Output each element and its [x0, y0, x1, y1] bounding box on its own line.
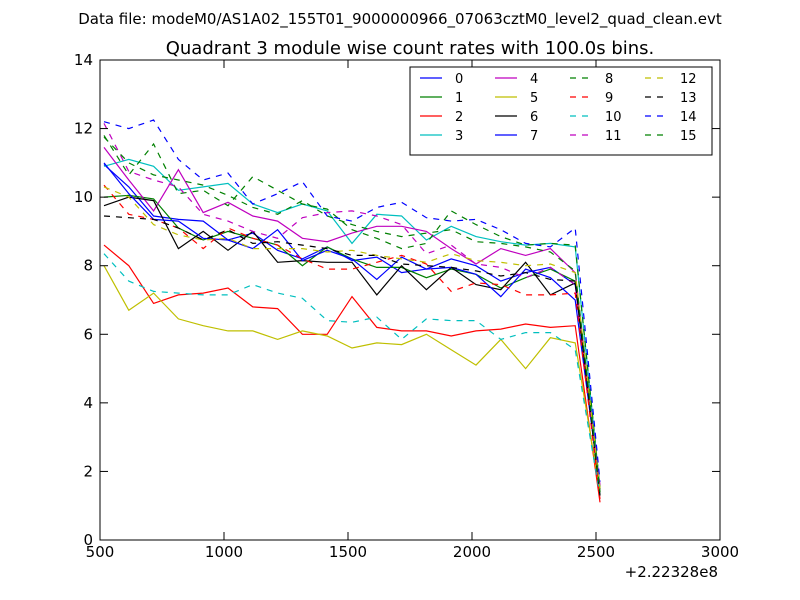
- x-tick-label: 2500: [577, 543, 615, 561]
- series-line-15: [103, 136, 601, 493]
- x-tick-label: 3000: [701, 543, 739, 561]
- series-line-9: [103, 184, 601, 499]
- x-offset-label: +2.22328e8: [625, 563, 718, 581]
- y-tick-label: 10: [74, 188, 93, 206]
- series-line-10: [103, 253, 601, 496]
- series-layer: [103, 119, 601, 503]
- series-line-13: [103, 215, 601, 496]
- y-tick-label: 4: [83, 394, 93, 412]
- legend-label-0: 0: [455, 72, 463, 87]
- y-tick-label: 0: [83, 531, 93, 549]
- legend-label-10: 10: [605, 110, 622, 125]
- legend-label-8: 8: [605, 72, 613, 87]
- x-tick-label: 1000: [205, 543, 243, 561]
- legend-label-12: 12: [680, 72, 697, 87]
- x-tick-label: 500: [86, 543, 115, 561]
- legend-frame: [409, 66, 713, 156]
- legend-label-9: 9: [605, 91, 613, 106]
- series-line-0: [103, 164, 601, 493]
- legend-label-13: 13: [680, 91, 697, 106]
- legend-label-14: 14: [680, 110, 697, 125]
- y-tick-label: 14: [74, 51, 93, 69]
- series-line-11: [103, 123, 601, 486]
- x-tick-label: 1500: [329, 543, 367, 561]
- y-tick-label: 2: [83, 462, 93, 480]
- series-line-4: [103, 147, 601, 489]
- legend-label-15: 15: [680, 129, 697, 144]
- legend-label-4: 4: [530, 72, 538, 87]
- series-line-3: [103, 158, 601, 489]
- series-line-5: [103, 265, 601, 493]
- legend-label-7: 7: [530, 129, 538, 144]
- series-line-2: [103, 244, 601, 503]
- y-tick-label: 12: [74, 120, 93, 138]
- chart-title: Quadrant 3 module wise count rates with …: [166, 38, 655, 59]
- y-tick-label: 8: [83, 257, 93, 275]
- series-line-12: [103, 186, 601, 489]
- legend-label-5: 5: [530, 91, 538, 106]
- series-line-14: [103, 119, 601, 482]
- series-line-8: [103, 135, 601, 489]
- x-tick-label: 2000: [453, 543, 491, 561]
- plot-frame: [99, 59, 721, 541]
- legend-label-2: 2: [455, 110, 463, 125]
- data-file-label: Data file: modeM0/AS1A02_155T01_90000009…: [78, 10, 722, 29]
- legend-label-1: 1: [455, 91, 463, 106]
- y-tick-label: 6: [83, 325, 93, 343]
- series-line-6: [103, 196, 601, 489]
- series-line-1: [103, 194, 601, 496]
- legend-label-11: 11: [605, 129, 622, 144]
- legend-label-3: 3: [455, 129, 463, 144]
- legend-label-6: 6: [530, 110, 538, 125]
- series-line-7: [103, 162, 601, 489]
